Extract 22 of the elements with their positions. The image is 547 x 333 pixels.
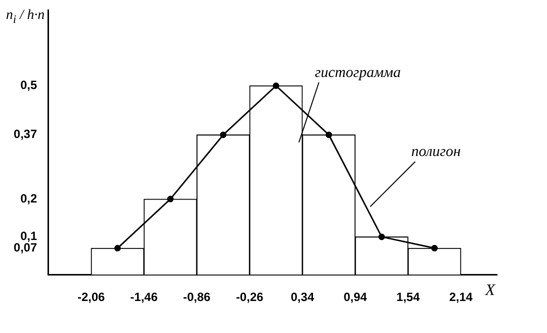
x-tick-label: -0,86 bbox=[183, 290, 211, 304]
y-tick-label: 0,5 bbox=[20, 78, 38, 92]
x-tick-label: 1,54 bbox=[396, 290, 420, 304]
x-tick-label: -0,26 bbox=[236, 290, 264, 304]
point bbox=[220, 132, 226, 138]
point bbox=[326, 132, 332, 138]
y-tick-label: 0,37 bbox=[14, 127, 38, 142]
x-tick-label: -1,46 bbox=[130, 290, 158, 304]
point bbox=[431, 244, 438, 252]
y-tick-label: 0,2 bbox=[20, 191, 38, 206]
annotation: гистограмма bbox=[314, 64, 401, 81]
y-axis-title: n$_{i}$ / h·n bbox=[6, 8, 45, 26]
point bbox=[272, 82, 280, 89]
x-tick-label: 0,94 bbox=[344, 290, 368, 304]
point bbox=[167, 196, 174, 202]
point bbox=[378, 234, 385, 240]
x-tick-label: 2,14 bbox=[449, 290, 473, 304]
x-axis-title: X bbox=[484, 282, 496, 299]
annotation: полигон bbox=[411, 144, 461, 160]
x-tick-label: 0,34 bbox=[290, 290, 314, 304]
x-tick-label: -2,06 bbox=[77, 290, 106, 304]
point bbox=[114, 244, 121, 252]
